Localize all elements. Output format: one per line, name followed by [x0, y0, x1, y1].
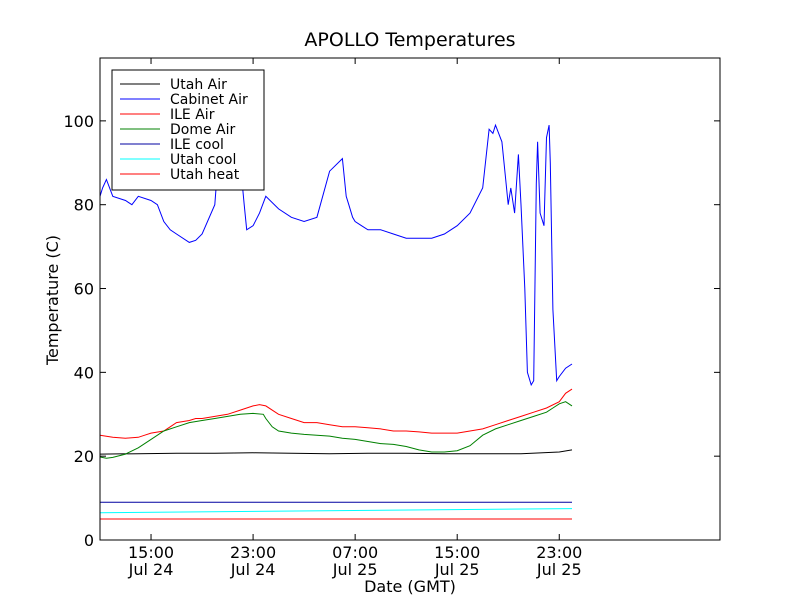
- y-axis-label: Temperature (C): [43, 235, 62, 366]
- y-tick-label: 40: [74, 363, 94, 382]
- x-tick-label-date: Jul 25: [434, 560, 480, 579]
- y-tick-label: 20: [74, 447, 94, 466]
- series-line-dome-air: [99, 401, 573, 459]
- x-tick-label-time: 23:00: [230, 543, 276, 562]
- legend-label: Utah Air: [170, 77, 227, 93]
- x-tick-label-date: Jul 25: [332, 560, 378, 579]
- x-tick-label-time: 15:00: [434, 543, 480, 562]
- y-axis-ticks: 0 20 40 60 80 100: [63, 112, 720, 550]
- x-tick-label-date: Jul 24: [128, 560, 174, 579]
- x-tick-label-date: Jul 24: [230, 560, 276, 579]
- legend-box: [111, 69, 265, 191]
- legend-label: Utah cool: [170, 152, 236, 168]
- series-line-ile-air: [99, 388, 573, 439]
- y-tick-label: 0: [84, 531, 94, 550]
- plot-area: [99, 123, 573, 520]
- series-line-utah-cool: [99, 508, 573, 514]
- legend-label: Dome Air: [170, 122, 236, 138]
- x-axis-label: Date (GMT): [364, 577, 456, 596]
- legend-label: Cabinet Air: [170, 92, 248, 108]
- plot-frame: [99, 57, 721, 541]
- x-tick-label-time: 23:00: [536, 543, 582, 562]
- chart-title: APOLLO Temperatures: [304, 29, 515, 51]
- y-tick-label: 100: [63, 112, 94, 131]
- series-line-utah-air: [99, 449, 573, 455]
- legend-label: Utah heat: [170, 167, 240, 183]
- legend-label: ILE Air: [170, 107, 215, 123]
- legend-label: ILE cool: [170, 137, 224, 153]
- series-line-cabinet-air: [99, 123, 573, 387]
- x-tick-label-time: 15:00: [128, 543, 174, 562]
- y-tick-label: 80: [74, 196, 94, 215]
- x-tick-label-time: 07:00: [332, 543, 378, 562]
- y-tick-label: 60: [74, 280, 94, 299]
- x-tick-label-date: Jul 25: [536, 560, 582, 579]
